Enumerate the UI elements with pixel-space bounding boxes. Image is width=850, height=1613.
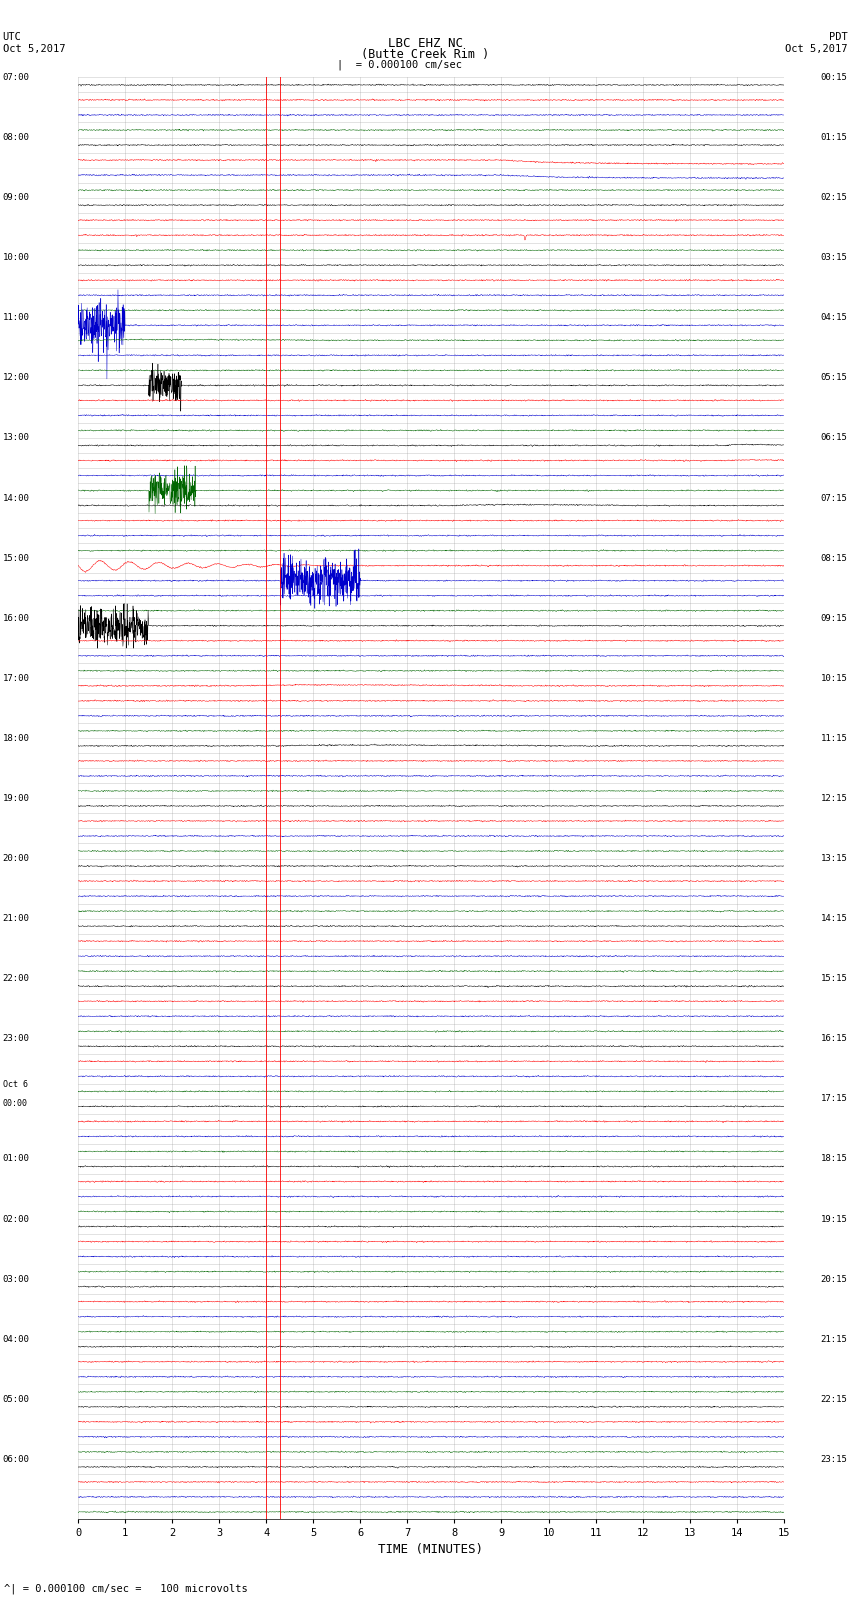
Text: 23:00: 23:00: [3, 1034, 30, 1044]
Text: 02:15: 02:15: [820, 194, 847, 202]
Text: Oct 6: Oct 6: [3, 1081, 27, 1089]
Text: 10:00: 10:00: [3, 253, 30, 263]
Text: ^| = 0.000100 cm/sec =   100 microvolts: ^| = 0.000100 cm/sec = 100 microvolts: [4, 1582, 248, 1594]
Text: Oct 5,2017: Oct 5,2017: [3, 44, 65, 53]
Text: PDT: PDT: [829, 32, 847, 42]
Text: 00:15: 00:15: [820, 73, 847, 82]
Text: 15:00: 15:00: [3, 553, 30, 563]
Text: 00:00: 00:00: [3, 1098, 27, 1108]
Text: 20:00: 20:00: [3, 853, 30, 863]
Text: UTC: UTC: [3, 32, 21, 42]
Text: 19:00: 19:00: [3, 794, 30, 803]
Text: 01:00: 01:00: [3, 1155, 30, 1163]
Text: 16:15: 16:15: [820, 1034, 847, 1044]
Text: 23:15: 23:15: [820, 1455, 847, 1465]
Text: 18:15: 18:15: [820, 1155, 847, 1163]
Text: 17:15: 17:15: [820, 1094, 847, 1103]
Text: 17:00: 17:00: [3, 674, 30, 682]
Text: 12:00: 12:00: [3, 373, 30, 382]
Text: 10:15: 10:15: [820, 674, 847, 682]
Text: LBC EHZ NC: LBC EHZ NC: [388, 37, 462, 50]
Text: 06:15: 06:15: [820, 434, 847, 442]
Text: 04:00: 04:00: [3, 1334, 30, 1344]
Text: 21:00: 21:00: [3, 915, 30, 923]
Text: 12:15: 12:15: [820, 794, 847, 803]
Text: 14:00: 14:00: [3, 494, 30, 503]
Text: 05:15: 05:15: [820, 373, 847, 382]
Text: 22:00: 22:00: [3, 974, 30, 984]
Text: 07:00: 07:00: [3, 73, 30, 82]
Text: 03:00: 03:00: [3, 1274, 30, 1284]
Text: 02:00: 02:00: [3, 1215, 30, 1224]
X-axis label: TIME (MINUTES): TIME (MINUTES): [378, 1542, 484, 1555]
Text: 09:00: 09:00: [3, 194, 30, 202]
Text: 15:15: 15:15: [820, 974, 847, 984]
Text: 20:15: 20:15: [820, 1274, 847, 1284]
Text: 22:15: 22:15: [820, 1395, 847, 1403]
Text: 13:00: 13:00: [3, 434, 30, 442]
Text: 21:15: 21:15: [820, 1334, 847, 1344]
Text: 07:15: 07:15: [820, 494, 847, 503]
Text: |  = 0.000100 cm/sec: | = 0.000100 cm/sec: [337, 60, 462, 71]
Text: 01:15: 01:15: [820, 132, 847, 142]
Text: 16:00: 16:00: [3, 613, 30, 623]
Text: 14:15: 14:15: [820, 915, 847, 923]
Text: 13:15: 13:15: [820, 853, 847, 863]
Text: 06:00: 06:00: [3, 1455, 30, 1465]
Text: 19:15: 19:15: [820, 1215, 847, 1224]
Text: 09:15: 09:15: [820, 613, 847, 623]
Text: 11:15: 11:15: [820, 734, 847, 744]
Text: Oct 5,2017: Oct 5,2017: [785, 44, 847, 53]
Text: 04:15: 04:15: [820, 313, 847, 323]
Text: 08:00: 08:00: [3, 132, 30, 142]
Text: 05:00: 05:00: [3, 1395, 30, 1403]
Text: 08:15: 08:15: [820, 553, 847, 563]
Text: 11:00: 11:00: [3, 313, 30, 323]
Text: (Butte Creek Rim ): (Butte Creek Rim ): [361, 48, 489, 61]
Text: 18:00: 18:00: [3, 734, 30, 744]
Text: 03:15: 03:15: [820, 253, 847, 263]
